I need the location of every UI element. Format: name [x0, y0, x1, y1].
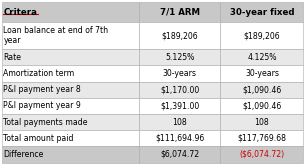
Bar: [2, 82, 139, 98]
Text: $1,090.46: $1,090.46: [242, 101, 282, 110]
Text: Amortization term: Amortization term: [3, 69, 75, 78]
Bar: [2, 2, 139, 22]
Text: $111,694.96: $111,694.96: [155, 134, 204, 143]
Bar: [2, 114, 139, 130]
Text: $1,391.00: $1,391.00: [160, 101, 199, 110]
Bar: [221, 130, 303, 146]
Bar: [139, 65, 221, 82]
Text: $1,090.46: $1,090.46: [242, 85, 282, 94]
Bar: [139, 49, 221, 65]
Bar: [221, 114, 303, 130]
Text: $189,206: $189,206: [161, 31, 198, 40]
Text: $189,206: $189,206: [244, 31, 280, 40]
Text: $117,769.68: $117,769.68: [238, 134, 286, 143]
Bar: [221, 82, 303, 98]
Text: Total amount paid: Total amount paid: [3, 134, 74, 143]
Text: P&I payment year 9: P&I payment year 9: [3, 101, 81, 110]
Text: Total payments made: Total payments made: [3, 117, 88, 127]
Bar: [221, 49, 303, 65]
Text: Rate: Rate: [3, 53, 21, 62]
Bar: [2, 146, 139, 163]
Text: Loan balance at end of 7th
year: Loan balance at end of 7th year: [3, 26, 109, 45]
Bar: [221, 65, 303, 82]
Text: $6,074.72: $6,074.72: [160, 150, 199, 159]
Text: 108: 108: [255, 117, 269, 127]
Bar: [139, 130, 221, 146]
Text: ($6,074.72): ($6,074.72): [239, 150, 285, 159]
Bar: [139, 98, 221, 114]
Bar: [221, 98, 303, 114]
Bar: [221, 146, 303, 163]
Text: 30-years: 30-years: [163, 69, 197, 78]
Bar: [139, 22, 221, 49]
Text: 30-year fixed: 30-year fixed: [230, 8, 294, 17]
Bar: [2, 98, 139, 114]
Text: Difference: Difference: [3, 150, 44, 159]
Bar: [139, 114, 221, 130]
Text: 5.125%: 5.125%: [165, 53, 194, 62]
Bar: [2, 130, 139, 146]
Text: 4.125%: 4.125%: [247, 53, 277, 62]
Bar: [221, 22, 303, 49]
Text: $1,170.00: $1,170.00: [160, 85, 199, 94]
Bar: [139, 146, 221, 163]
Text: P&I payment year 8: P&I payment year 8: [3, 85, 81, 94]
Bar: [139, 2, 221, 22]
Bar: [2, 49, 139, 65]
Text: 30-years: 30-years: [245, 69, 279, 78]
Text: 108: 108: [172, 117, 187, 127]
Text: 7/1 ARM: 7/1 ARM: [160, 8, 200, 17]
Bar: [139, 82, 221, 98]
Bar: [2, 22, 139, 49]
Text: Critera: Critera: [3, 8, 37, 17]
Bar: [221, 2, 303, 22]
Bar: [2, 65, 139, 82]
